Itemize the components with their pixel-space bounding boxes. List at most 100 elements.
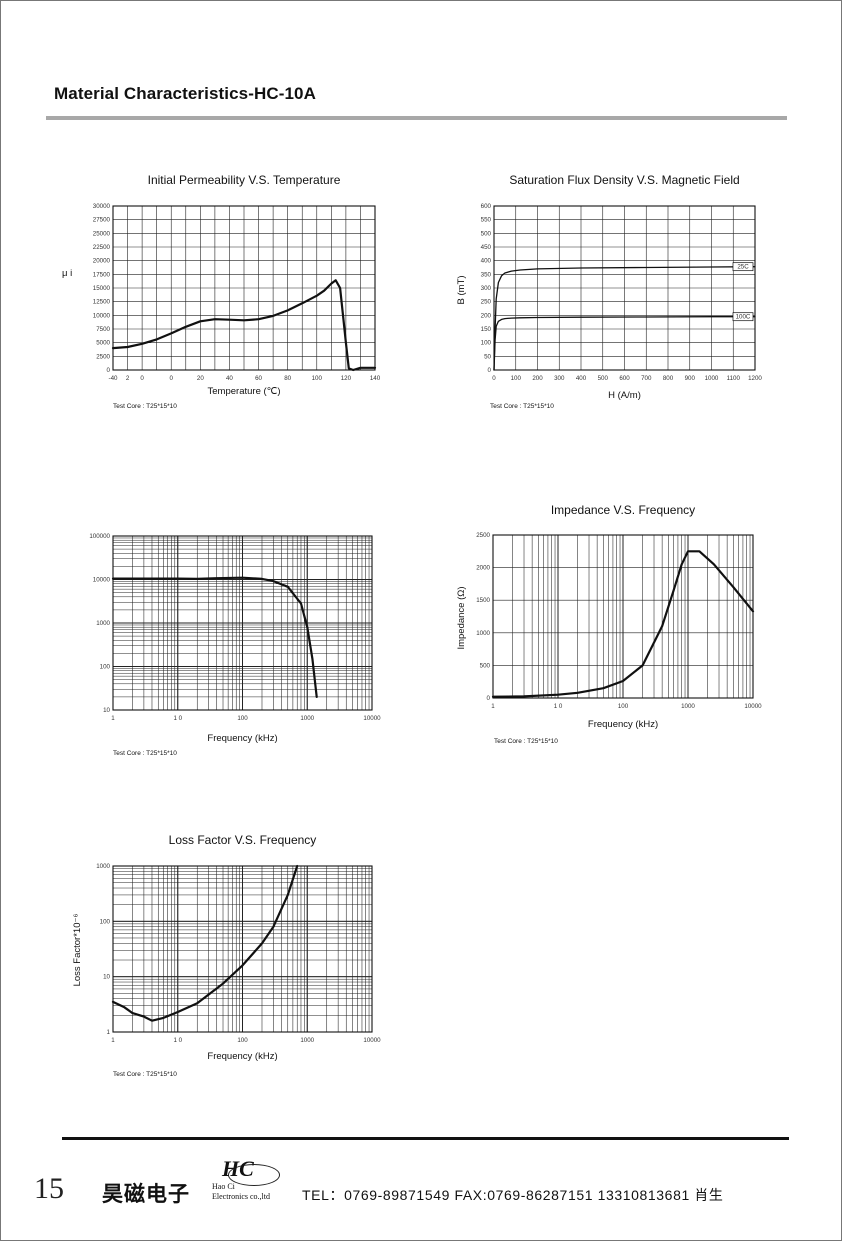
series-label-box bbox=[732, 312, 754, 322]
y-tick-label: 1000 bbox=[96, 620, 110, 627]
x-tick-label: -40 bbox=[109, 375, 119, 382]
x-tick-label: 0 bbox=[169, 375, 173, 382]
x-tick-label: 80 bbox=[284, 375, 291, 382]
x-tick-label: 100 bbox=[237, 715, 248, 722]
x-tick-label: 120 bbox=[341, 375, 352, 382]
x-tick-label: 20 bbox=[197, 375, 204, 382]
y-tick-label: 27500 bbox=[93, 217, 111, 224]
y-tick-label: 300 bbox=[481, 285, 492, 292]
logo-mark: HC bbox=[222, 1156, 254, 1181]
y-tick-label: 17500 bbox=[93, 271, 111, 278]
y-tick-label: 0 bbox=[107, 367, 111, 374]
plot-frame bbox=[112, 205, 376, 371]
x-axis-label: Frequency (kHz) bbox=[588, 719, 658, 730]
y-tick-label: 0 bbox=[488, 367, 492, 374]
title-rule bbox=[46, 116, 787, 120]
y-tick-label: 200 bbox=[481, 312, 492, 319]
x-tick-label: 500 bbox=[598, 375, 609, 382]
logo-line-2: Electronics co.,ltd bbox=[212, 1192, 270, 1201]
series-label-box bbox=[732, 262, 754, 272]
y-tick-label: 100000 bbox=[89, 533, 110, 540]
x-tick-label: 900 bbox=[685, 375, 696, 382]
x-tick-label: 600 bbox=[619, 375, 630, 382]
series-line bbox=[111, 576, 318, 699]
series-line bbox=[493, 266, 756, 371]
x-tick-label: 100 bbox=[618, 703, 629, 710]
plot-frame bbox=[493, 205, 756, 371]
x-tick-label: 800 bbox=[663, 375, 674, 382]
x-tick-label: 1100 bbox=[727, 375, 741, 382]
y-tick-label: 250 bbox=[481, 299, 492, 306]
series-line bbox=[111, 864, 299, 1022]
y-tick-label: 10 bbox=[103, 974, 110, 981]
logo-ring bbox=[228, 1164, 280, 1186]
x-axis-label: Temperature (℃) bbox=[208, 386, 281, 397]
x-tick-label: 1 0 bbox=[173, 1037, 182, 1044]
series-line bbox=[111, 279, 377, 372]
plot-frame bbox=[492, 534, 754, 699]
x-tick-label: 100 bbox=[511, 375, 522, 382]
x-tick-label: 1000 bbox=[300, 1037, 314, 1044]
y-tick-label: 12500 bbox=[93, 299, 111, 306]
y-tick-label: 50 bbox=[484, 353, 491, 360]
x-tick-label: 0 bbox=[140, 375, 144, 382]
series-line bbox=[491, 550, 755, 698]
series-label: 25C bbox=[737, 264, 749, 271]
y-tick-label: 550 bbox=[481, 217, 492, 224]
y-tick-label: 100 bbox=[481, 340, 492, 347]
x-tick-label: 2 bbox=[126, 375, 130, 382]
y-tick-label: 600 bbox=[481, 203, 492, 210]
y-tick-label: 1500 bbox=[476, 597, 490, 604]
x-tick-label: 1 bbox=[111, 715, 115, 722]
test-core-note: Test Core : T25*15*10 bbox=[490, 403, 554, 410]
x-tick-label: 400 bbox=[576, 375, 587, 382]
x-axis-label: H (A/m) bbox=[608, 390, 641, 401]
y-axis-label: Loss Factor*10⁻⁶ bbox=[72, 914, 83, 987]
series-label: 100C bbox=[736, 314, 751, 321]
chart-title: Initial Permeability V.S. Temperature bbox=[148, 173, 341, 187]
x-tick-label: 200 bbox=[532, 375, 543, 382]
y-tick-label: 450 bbox=[481, 244, 492, 251]
plot-frame bbox=[112, 535, 373, 711]
company-name: 昊磁电子 bbox=[102, 1183, 190, 1206]
y-tick-label: 100 bbox=[100, 918, 111, 925]
y-tick-label: 100 bbox=[100, 664, 111, 671]
x-tick-label: 1200 bbox=[748, 375, 762, 382]
x-axis-label: Frequency (kHz) bbox=[207, 1051, 277, 1062]
y-tick-label: 1000 bbox=[96, 863, 110, 870]
x-tick-label: 140 bbox=[370, 375, 381, 382]
logo-line-1: Hao Ci bbox=[212, 1182, 235, 1191]
y-tick-label: 15000 bbox=[93, 285, 111, 292]
contact-line: TEL：0769-89871549 FAX:0769-86287151 1331… bbox=[302, 1187, 724, 1203]
x-tick-label: 10000 bbox=[363, 715, 381, 722]
x-tick-label: 40 bbox=[226, 375, 233, 382]
series-line bbox=[493, 316, 756, 371]
test-core-note: Test Core : T25*15*10 bbox=[113, 750, 177, 757]
x-tick-label: 60 bbox=[255, 375, 262, 382]
x-tick-label: 1000 bbox=[705, 375, 719, 382]
x-tick-label: 10000 bbox=[744, 703, 762, 710]
x-tick-label: 100 bbox=[237, 1037, 248, 1044]
test-core-note: Test Core : T25*15*10 bbox=[494, 738, 558, 745]
y-tick-label: 7500 bbox=[96, 326, 110, 333]
y-tick-label: 10 bbox=[103, 707, 110, 714]
test-core-note: Test Core : T25*15*10 bbox=[113, 403, 177, 410]
y-tick-label: 150 bbox=[481, 326, 492, 333]
y-tick-label: 20000 bbox=[93, 258, 111, 265]
y-tick-label: 500 bbox=[480, 662, 491, 669]
x-axis-label: Frequency (kHz) bbox=[207, 733, 277, 744]
x-tick-label: 0 bbox=[492, 375, 496, 382]
y-tick-label: 2000 bbox=[476, 565, 490, 572]
x-tick-label: 1 0 bbox=[173, 715, 182, 722]
plot-frame bbox=[112, 865, 373, 1033]
y-tick-label: 5000 bbox=[96, 340, 110, 347]
page-title: Material Characteristics-HC-10A bbox=[54, 84, 316, 103]
y-tick-label: 10000 bbox=[93, 312, 111, 319]
x-tick-label: 300 bbox=[554, 375, 565, 382]
company-logo: HC Hao Ci Electronics co.,ltd bbox=[208, 1156, 298, 1204]
x-tick-label: 1 0 bbox=[554, 703, 563, 710]
